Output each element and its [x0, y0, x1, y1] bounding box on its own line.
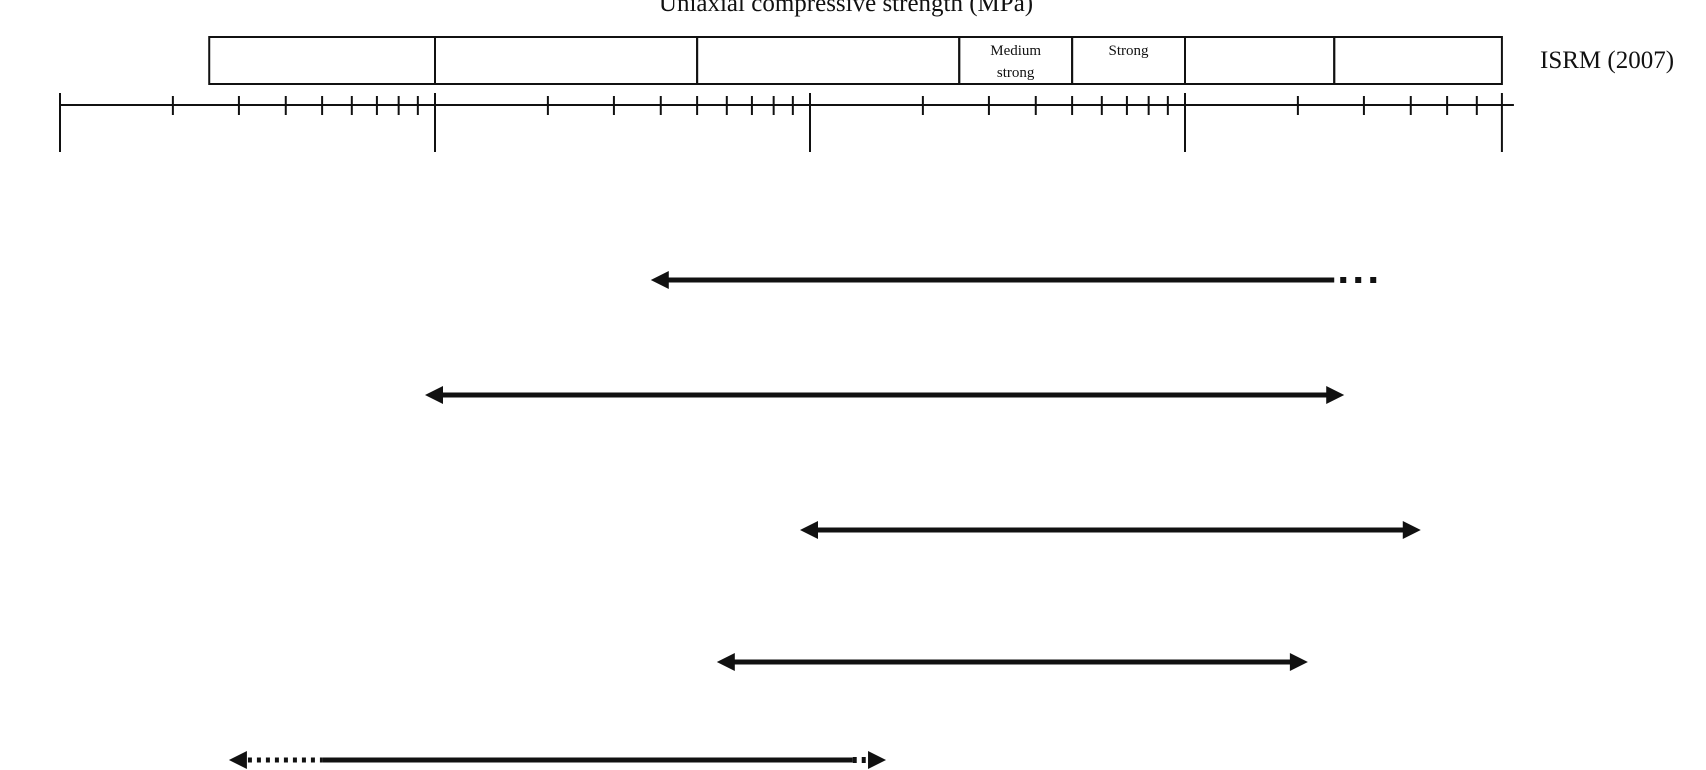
arrow-right-pl [1326, 386, 1345, 404]
test-eht [716, 653, 1308, 671]
test-sh [800, 521, 1421, 539]
category-box-weak [696, 36, 961, 85]
arrow-left-pl [425, 386, 443, 404]
log-axis [59, 93, 1514, 152]
isrm-source-label: ISRM (2007) [1540, 47, 1674, 74]
category-label-medium-strong-line2: strong [997, 65, 1035, 81]
arrow-left-sh [800, 521, 818, 539]
test-pl [425, 386, 1345, 404]
category-box-very-weak [434, 36, 699, 85]
category-box-extremly-weak [208, 36, 436, 85]
diagram-title: Uniaxial compressive strength (MPa) [659, 0, 1033, 17]
test-range-arrows [228, 271, 1421, 769]
test-np [228, 751, 887, 769]
arrow-left-np [228, 751, 247, 769]
arrow-right-np [868, 751, 887, 769]
category-label-medium-strong: Medium [990, 43, 1041, 59]
arrow-right-eht [1289, 653, 1308, 671]
category-box-extr-strong [1333, 36, 1503, 85]
isrm-category-boxes: Medium strong Strong [208, 36, 1503, 85]
arrow-left-eht [716, 653, 735, 671]
arrow-left-bpi [650, 271, 669, 289]
arrow-right-sh [1402, 521, 1421, 539]
category-label-strong: Strong [1109, 43, 1150, 59]
test-bpi [650, 271, 1380, 289]
category-box-very-strong [1184, 36, 1336, 85]
